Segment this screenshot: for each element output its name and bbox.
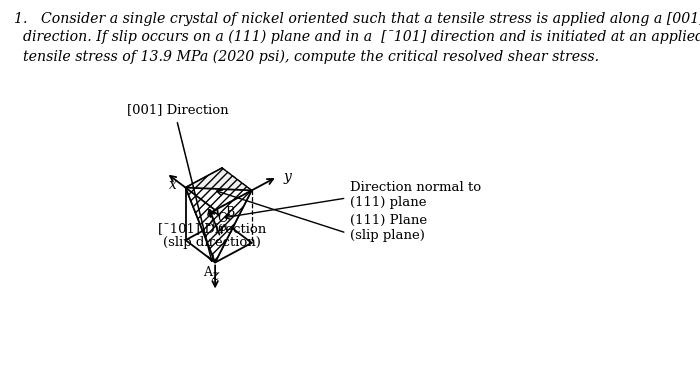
Text: (slip direction): (slip direction) — [162, 236, 260, 249]
Polygon shape — [186, 168, 252, 263]
Text: φ: φ — [217, 221, 225, 234]
Text: tensile stress of 13.9 MPa (2020 psi), compute the critical resolved shear stres: tensile stress of 13.9 MPa (2020 psi), c… — [23, 50, 599, 64]
Text: x: x — [169, 178, 176, 192]
Polygon shape — [186, 187, 252, 263]
Text: [¯101] Direction: [¯101] Direction — [158, 222, 266, 235]
Text: O: O — [218, 212, 228, 225]
Text: λ: λ — [208, 216, 216, 229]
Text: B: B — [225, 205, 234, 218]
Text: (111) Plane
(slip plane): (111) Plane (slip plane) — [349, 214, 427, 242]
Text: Direction normal to
(111) plane: Direction normal to (111) plane — [349, 181, 481, 209]
Text: A: A — [203, 266, 212, 279]
Text: direction. If slip occurs on a (111) plane and in a  [¯101] direction and is ini: direction. If slip occurs on a (111) pla… — [23, 30, 700, 44]
Text: y: y — [284, 170, 291, 184]
Text: 1.   Consider a single crystal of nickel oriented such that a tensile stress is : 1. Consider a single crystal of nickel o… — [14, 12, 700, 26]
Text: [001] Direction: [001] Direction — [127, 103, 228, 116]
Text: z: z — [211, 269, 218, 283]
